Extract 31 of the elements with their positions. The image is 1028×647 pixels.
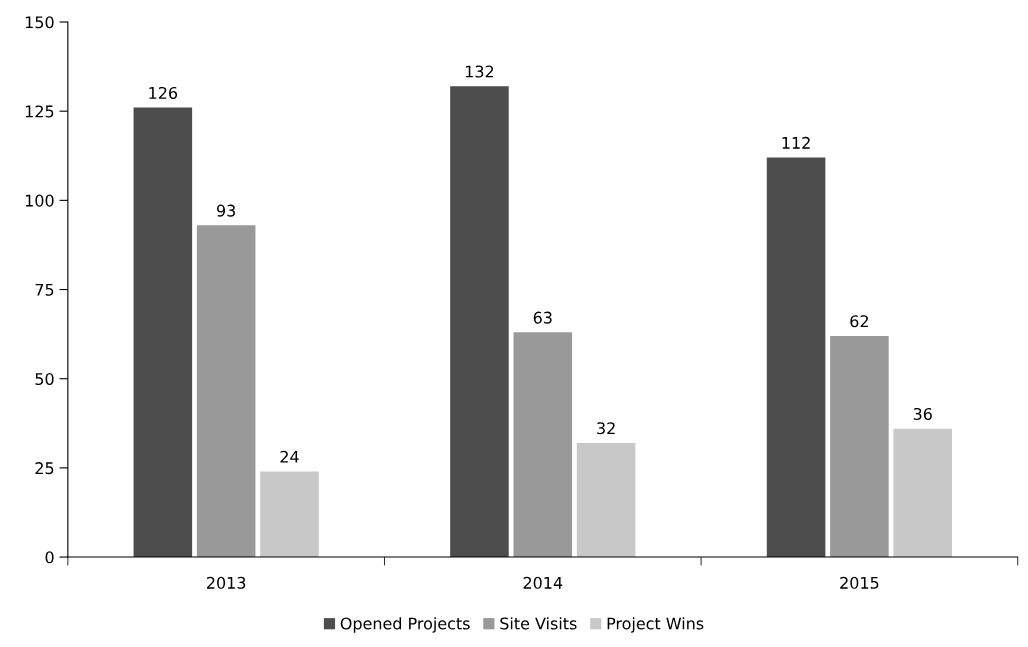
y-tick-label: 25 [35,462,54,475]
data-label: 126 [149,86,178,99]
y-tick-label: 100 [25,194,54,207]
legend-label: Project Wins [607,617,704,633]
bar [450,86,509,558]
bar [133,107,193,558]
bar [830,335,889,558]
x-tick-label: 2013 [207,576,246,589]
x-tick-label: 2015 [840,576,879,589]
y-tick-label: 0 [45,551,54,564]
bar [196,225,256,558]
data-label: 63 [533,311,552,324]
x-tick-label: 2014 [523,576,563,589]
bar [260,471,319,558]
data-label: 112 [782,136,810,149]
data-label: 32 [597,422,615,435]
data-label: 36 [913,407,932,420]
y-tick-label: 75 [35,283,54,296]
data-label: 62 [850,315,868,328]
data-label: 24 [280,450,299,463]
bar [893,428,953,558]
legend-label: Opened Projects [340,617,470,633]
bar [513,332,573,558]
data-label: 93 [217,204,236,217]
y-tick-label: 50 [35,372,54,386]
data-label: 132 [465,65,494,78]
y-tick-label: 125 [25,105,54,118]
bar [766,157,826,558]
y-tick-label: 150 [25,16,54,29]
bar [576,442,636,558]
legend-label: Site Visits [500,617,577,630]
